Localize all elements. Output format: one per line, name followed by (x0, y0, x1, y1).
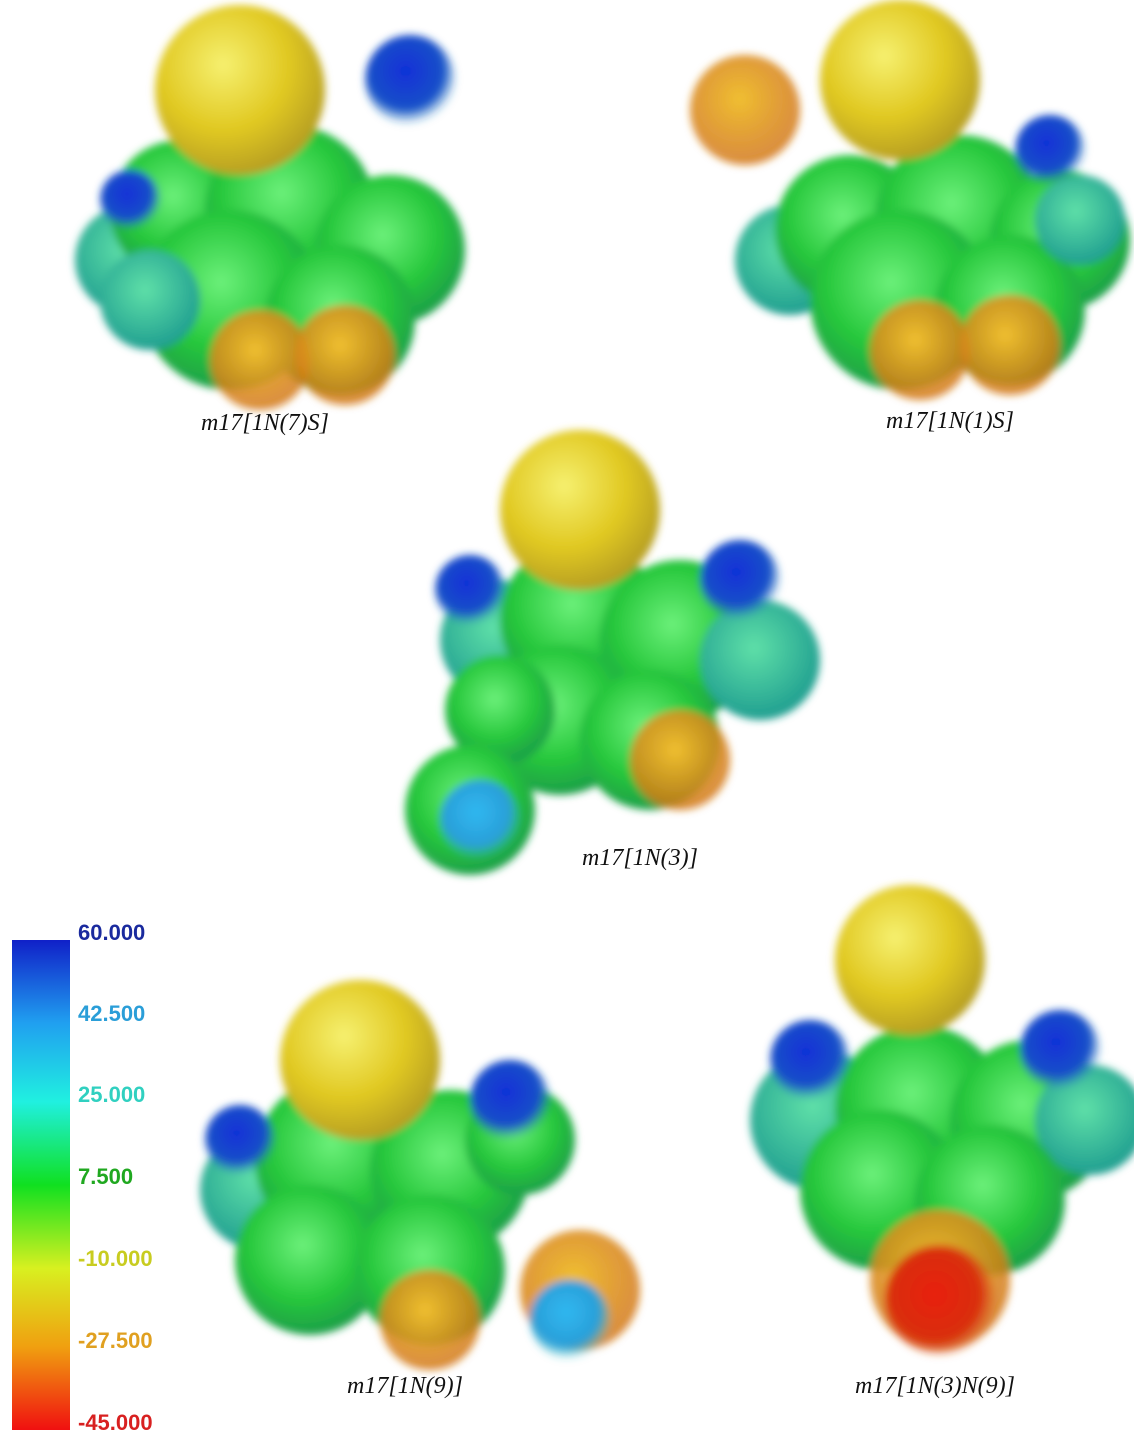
surface-lobe (155, 5, 325, 175)
figure: m17[1N(7)S] m17[1N(1)S] m17[1N(3)] m17[1N(9… (0, 0, 1134, 1435)
surface-lobe (690, 55, 800, 165)
surface-lobe (960, 295, 1060, 395)
surface-lobe (770, 1020, 850, 1100)
page: {"molecules": [ {"label": "m17[1N(7)S]"}… (0, 0, 1134, 1435)
surface-lobe (885, 1245, 995, 1355)
surface-lobe (870, 300, 970, 400)
surface-lobe (530, 1280, 610, 1360)
surface-lobe (500, 430, 660, 590)
surface-lobe (820, 0, 980, 160)
molecule-label: m17[1N(9)] (347, 1373, 463, 1399)
molecule-label: m17[1N(3)] (582, 845, 698, 871)
molecules (75, 0, 1134, 1370)
surface-lobe (435, 555, 505, 625)
surface-lobe (100, 170, 160, 230)
surface-lobe (1020, 1010, 1100, 1090)
surface-lobe (205, 1105, 275, 1175)
scale-tick-label: 25.000 (78, 1082, 145, 1107)
molecule-surface (405, 430, 820, 875)
surface-lobe (365, 35, 455, 125)
molecule-surface (750, 885, 1134, 1355)
molecule-surface (690, 0, 1130, 400)
surface-lobe (1035, 175, 1125, 265)
surface-lobe (630, 710, 730, 810)
scale-tick-label: -10.000 (78, 1246, 153, 1271)
surface-lobe (1015, 115, 1085, 185)
molecule-label: m17[1N(3)N(9)] (855, 1373, 1015, 1399)
scale-tick-label: -27.500 (78, 1328, 153, 1353)
molecule-label: m17[1N(1)S] (886, 408, 1014, 434)
molecule-surface (75, 5, 465, 410)
surface-lobe (210, 310, 310, 410)
surface-lobe (100, 250, 200, 350)
color-bar (12, 940, 70, 1430)
surface-lobe (380, 1270, 480, 1370)
surface-lobe (700, 540, 780, 620)
surface-lobe (440, 780, 520, 860)
molecule-surface (200, 980, 640, 1370)
surface-lobe (280, 980, 440, 1140)
molecule-label: m17[1N(7)S] (201, 410, 329, 436)
scale-tick-label: 60.000 (78, 920, 145, 945)
surface-lobe (295, 305, 395, 405)
scale-tick-label: -45.000 (78, 1410, 153, 1435)
surface-lobe (470, 1060, 550, 1140)
surface-lobe (700, 600, 820, 720)
scale-tick-label: 7.500 (78, 1164, 133, 1189)
surface-lobe (835, 885, 985, 1035)
scale-tick-label: 42.500 (78, 1001, 145, 1026)
